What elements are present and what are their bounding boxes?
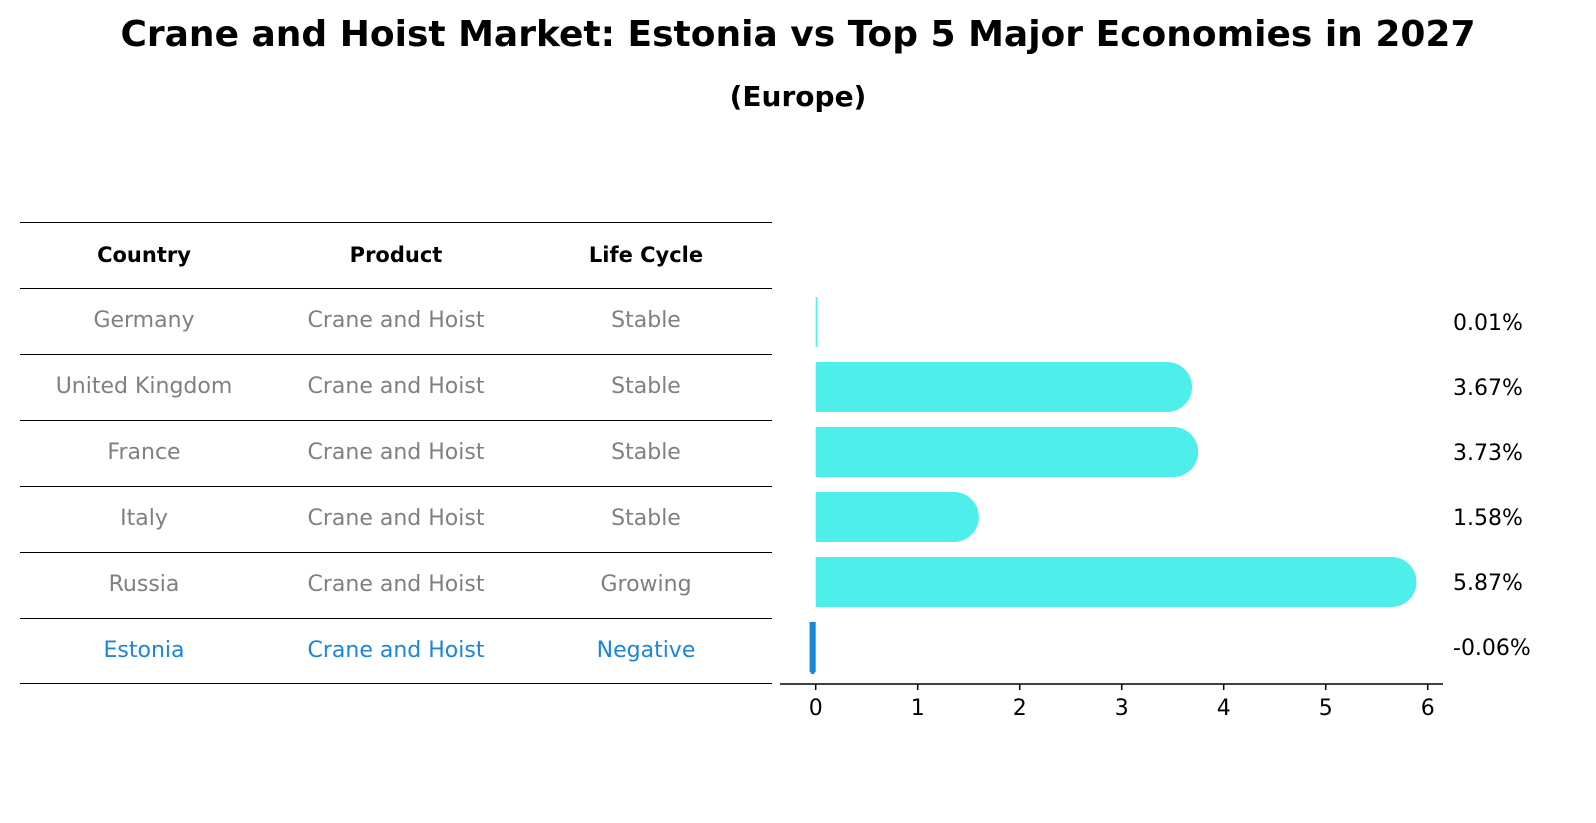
bar-negative-dot [810, 669, 815, 675]
life-cycle-cell: Stable [611, 440, 681, 465]
table-header-row: Country Product Life Cycle [20, 222, 772, 288]
x-tick-label: 5 [1319, 696, 1333, 721]
bar-end-cap [1148, 427, 1199, 477]
bar-chart: 0.01% 3.67% 3.73% 1.58% 5.87% -0.06% 0 1 2 3 4 5 6 [780, 297, 1531, 721]
life-cycle-cell: Stable [611, 374, 681, 399]
life-cycle-cell: Stable [611, 308, 681, 333]
country-cell: Russia [108, 572, 180, 597]
country-cell: France [107, 440, 181, 465]
country-cell: Italy [120, 506, 168, 531]
x-tick-label: 4 [1217, 696, 1231, 721]
product-cell: Crane and Hoist [307, 308, 485, 333]
header-life-cycle: Life Cycle [588, 243, 704, 267]
x-tick-label: 6 [1421, 696, 1435, 721]
product-cell: Crane and Hoist [307, 506, 485, 531]
bar-negative-dot [810, 639, 815, 645]
bar-end-cap [1142, 362, 1193, 412]
value-label: 0.01% [1453, 311, 1523, 336]
bar [815, 557, 1415, 607]
header-country: Country [97, 243, 191, 267]
table-row: Germany Crane and Hoist Stable [20, 288, 772, 354]
country-cell: United Kingdom [55, 374, 233, 399]
value-label: 1.58% [1453, 506, 1523, 531]
x-tick-label: 1 [911, 696, 925, 721]
value-label: 5.87% [1453, 571, 1523, 596]
product-cell: Crane and Hoist [307, 440, 485, 465]
bar-negative-dot [810, 633, 815, 639]
product-cell: Crane and Hoist [307, 638, 485, 663]
x-tick-label: 0 [809, 696, 823, 721]
bar-negative-dot [810, 663, 815, 669]
product-cell: Crane and Hoist [307, 572, 485, 597]
bar-negative-dot [810, 645, 815, 651]
bar-negative-dot [810, 621, 815, 627]
bar-end-cap [1366, 557, 1417, 607]
bar [815, 297, 818, 347]
bar [815, 362, 1191, 412]
table-row: France Crane and Hoist Stable [20, 420, 772, 486]
table-row: Italy Crane and Hoist Stable [20, 486, 772, 552]
bar-negative-dot [810, 651, 815, 657]
bar-end-cap [928, 492, 979, 542]
chart-subtitle: (Europe) [729, 80, 867, 113]
value-label: -0.06% [1453, 636, 1531, 661]
x-tick-label: 2 [1013, 696, 1027, 721]
table-row: Russia Crane and Hoist Growing [20, 552, 772, 618]
life-cycle-cell: Stable [611, 506, 681, 531]
life-cycle-cell: Negative [596, 638, 696, 663]
table-row: United Kingdom Crane and Hoist Stable [20, 354, 772, 420]
chart-title: Crane and Hoist Market: Estonia vs Top 5… [120, 14, 1476, 55]
country-cell: Germany [93, 308, 195, 333]
bar-negative-dot [810, 627, 815, 633]
life-cycle-cell: Growing [600, 572, 692, 597]
value-label: 3.73% [1453, 441, 1523, 466]
value-label: 3.67% [1453, 376, 1523, 401]
bar-negative-dot [810, 657, 815, 663]
header-product: Product [349, 243, 443, 267]
x-tick-label: 3 [1115, 696, 1129, 721]
bar [815, 427, 1197, 477]
country-cell: Estonia [103, 638, 185, 663]
table-row-highlighted: Estonia Crane and Hoist Negative [20, 618, 772, 684]
product-cell: Crane and Hoist [307, 374, 485, 399]
